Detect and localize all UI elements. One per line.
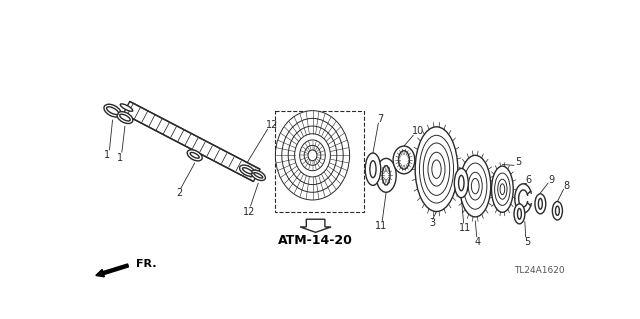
Ellipse shape <box>514 204 525 224</box>
Ellipse shape <box>419 135 454 203</box>
Ellipse shape <box>275 111 349 200</box>
Ellipse shape <box>454 168 468 198</box>
Text: 4: 4 <box>474 237 481 247</box>
Ellipse shape <box>253 173 263 178</box>
Ellipse shape <box>535 194 546 214</box>
Ellipse shape <box>459 175 464 191</box>
Ellipse shape <box>190 152 199 158</box>
Ellipse shape <box>104 104 121 117</box>
Text: 1: 1 <box>104 150 110 160</box>
Ellipse shape <box>370 161 376 178</box>
Ellipse shape <box>308 150 317 161</box>
Text: TL24A1620: TL24A1620 <box>514 266 564 275</box>
Ellipse shape <box>251 170 266 181</box>
Ellipse shape <box>552 202 563 220</box>
Text: 7: 7 <box>378 114 384 124</box>
Ellipse shape <box>282 118 343 192</box>
Ellipse shape <box>415 127 458 211</box>
Ellipse shape <box>468 172 482 200</box>
Ellipse shape <box>294 134 330 177</box>
Text: 10: 10 <box>412 126 424 137</box>
Polygon shape <box>124 101 260 182</box>
Ellipse shape <box>492 166 513 212</box>
Ellipse shape <box>120 104 132 111</box>
Ellipse shape <box>300 140 325 171</box>
Ellipse shape <box>495 173 510 205</box>
Text: 6: 6 <box>525 175 531 185</box>
Ellipse shape <box>423 143 450 195</box>
Text: 12: 12 <box>266 120 278 130</box>
Text: 11: 11 <box>374 221 387 231</box>
Ellipse shape <box>460 155 491 217</box>
Ellipse shape <box>538 198 542 209</box>
Ellipse shape <box>472 178 479 194</box>
Ellipse shape <box>399 151 410 169</box>
Ellipse shape <box>498 179 507 199</box>
Ellipse shape <box>117 112 133 123</box>
Ellipse shape <box>120 114 130 121</box>
Text: 2: 2 <box>176 188 182 198</box>
Ellipse shape <box>304 145 321 165</box>
Ellipse shape <box>463 163 487 209</box>
Ellipse shape <box>288 126 337 185</box>
Ellipse shape <box>243 168 252 174</box>
Ellipse shape <box>500 184 505 195</box>
FancyArrow shape <box>96 264 129 277</box>
Text: 9: 9 <box>548 175 554 185</box>
Ellipse shape <box>365 153 381 185</box>
Polygon shape <box>300 219 331 232</box>
Text: FR.: FR. <box>136 259 156 269</box>
Text: ATM-14-20: ATM-14-20 <box>278 234 353 247</box>
Text: 12: 12 <box>243 206 255 217</box>
Ellipse shape <box>107 107 118 115</box>
Ellipse shape <box>428 152 445 186</box>
Ellipse shape <box>556 206 559 215</box>
Text: 5: 5 <box>515 157 521 167</box>
Text: 3: 3 <box>429 218 436 228</box>
Text: 5: 5 <box>524 237 531 247</box>
Ellipse shape <box>393 146 415 174</box>
Ellipse shape <box>376 159 396 192</box>
Ellipse shape <box>239 165 255 176</box>
Ellipse shape <box>518 208 522 219</box>
Text: 11: 11 <box>459 224 471 234</box>
Ellipse shape <box>432 160 441 178</box>
Text: 1: 1 <box>116 152 123 163</box>
Text: 8: 8 <box>564 181 570 191</box>
Ellipse shape <box>187 150 202 161</box>
Ellipse shape <box>382 166 390 185</box>
Bar <box>275 111 364 211</box>
